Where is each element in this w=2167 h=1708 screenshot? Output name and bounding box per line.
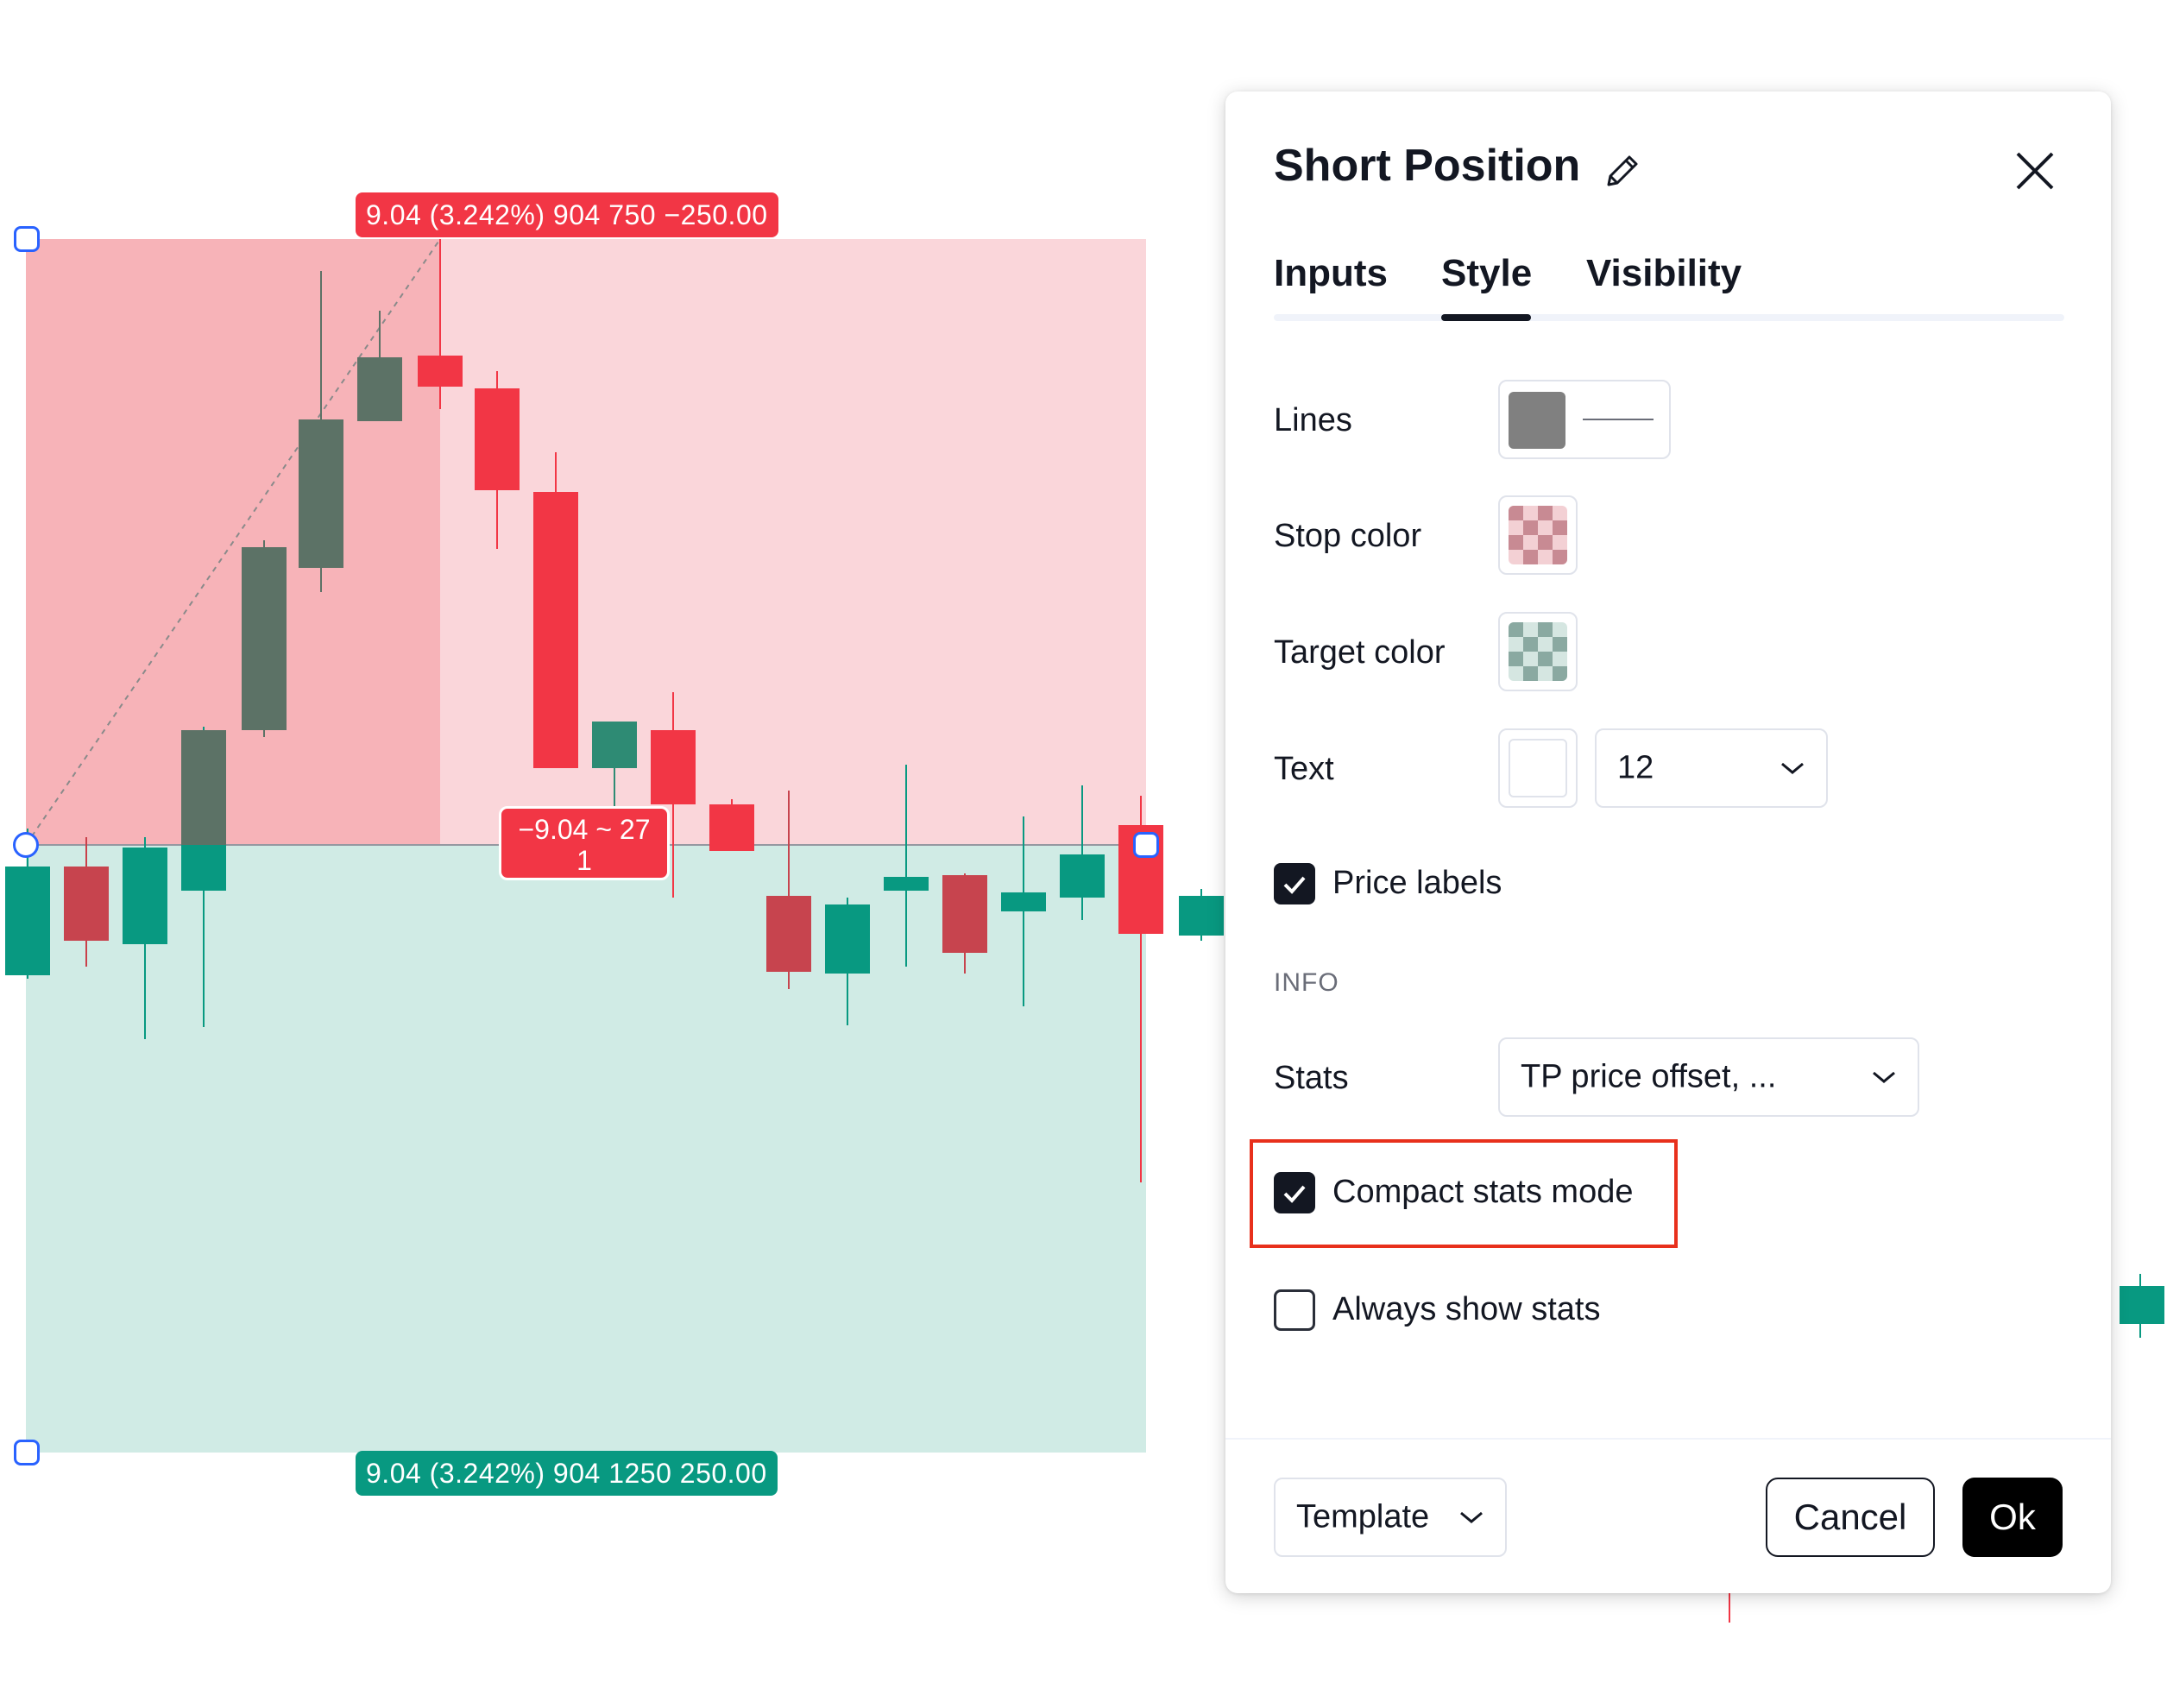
candle	[181, 845, 226, 891]
target-price-label: 9.04 (3.242%) 904 1250 250.00	[356, 1451, 778, 1496]
dialog-title: Short Position	[1274, 141, 1581, 191]
target-color-swatch	[1509, 622, 1567, 681]
candle	[766, 896, 811, 972]
target-color-button[interactable]	[1498, 612, 1578, 691]
stats-select[interactable]: TP price offset, ...	[1498, 1037, 1919, 1117]
footer-divider	[1225, 1438, 2111, 1440]
chevron-down-icon	[1873, 1071, 1895, 1083]
line-style-preview	[1583, 419, 1654, 420]
candle	[884, 877, 929, 891]
chevron-down-icon	[1781, 762, 1804, 774]
candle	[475, 388, 520, 490]
lines-style-button[interactable]	[1498, 380, 1671, 459]
checkmark-icon	[1283, 1185, 1306, 1203]
candle	[942, 875, 987, 953]
price-labels-checkbox[interactable]	[1274, 863, 1315, 904]
text-label: Text	[1274, 751, 1334, 787]
dialog-tabs: Inputs Style Visibility	[1274, 252, 2064, 323]
tab-inputs[interactable]: Inputs	[1274, 252, 1388, 294]
settings-dialog: Short Position Inputs Style Visibility L…	[1225, 91, 2111, 1593]
candle	[533, 492, 578, 768]
template-select[interactable]: Template	[1274, 1478, 1507, 1557]
active-tab-indicator	[1441, 314, 1531, 321]
lines-label: Lines	[1274, 402, 1352, 438]
info-heading: INFO	[1274, 968, 1339, 997]
compact-stats-label-text: Compact stats mode	[1332, 1174, 1634, 1210]
always-show-stats-label: Always show stats	[1332, 1291, 1601, 1327]
candle	[242, 547, 287, 730]
checkmark-icon	[1283, 876, 1306, 894]
candle	[709, 804, 754, 851]
cancel-button[interactable]: Cancel	[1766, 1478, 1935, 1557]
stats-label: Stats	[1274, 1060, 1349, 1096]
candle	[1001, 892, 1046, 911]
candle	[825, 904, 870, 974]
text-size-select[interactable]: 12	[1595, 728, 1828, 808]
candle	[1060, 854, 1105, 898]
candle	[2120, 1286, 2164, 1324]
stop-color-button[interactable]	[1498, 495, 1578, 575]
candle	[592, 722, 637, 768]
stop-price-label: 9.04 (3.242%) 904 750 −250.00	[356, 192, 778, 237]
candle	[1179, 896, 1224, 936]
tabs-track	[1274, 314, 2064, 321]
entry-handle[interactable]	[13, 832, 39, 858]
highlight-box	[1250, 1139, 1678, 1248]
tab-style[interactable]: Style	[1441, 252, 1533, 294]
candle	[299, 419, 343, 568]
ok-button[interactable]: Ok	[1962, 1478, 2063, 1557]
compact-stats-checkbox[interactable]	[1274, 1172, 1315, 1213]
candles	[5, 239, 2164, 1623]
close-icon[interactable]	[2007, 143, 2063, 199]
stop-color-label: Stop color	[1274, 518, 1422, 554]
text-size-value: 12	[1617, 749, 1654, 786]
candle	[357, 357, 402, 421]
tab-visibility[interactable]: Visibility	[1586, 252, 1742, 294]
compact-stats-line-1: −9.04 ~ 27	[518, 814, 651, 845]
stats-value: TP price offset, ...	[1521, 1058, 1777, 1095]
candle	[64, 867, 109, 941]
chevron-down-icon	[1460, 1511, 1483, 1523]
pencil-icon[interactable]	[1600, 148, 1645, 193]
candle	[651, 730, 696, 804]
trend-dotted-line	[25, 238, 441, 846]
candle	[5, 867, 50, 975]
stop-color-swatch	[1509, 506, 1567, 564]
template-label: Template	[1296, 1498, 1430, 1535]
always-show-stats-checkbox[interactable]	[1274, 1289, 1315, 1331]
price-labels-label: Price labels	[1332, 865, 1502, 901]
target-color-label: Target color	[1274, 634, 1446, 671]
candle	[123, 848, 167, 944]
right-edge-handle[interactable]	[1133, 832, 1159, 858]
target-handle[interactable]	[14, 1440, 40, 1465]
stop-handle[interactable]	[14, 226, 40, 252]
text-color-swatch	[1509, 739, 1567, 797]
text-color-button[interactable]	[1498, 728, 1578, 808]
lines-color-swatch	[1509, 392, 1565, 449]
candle	[418, 356, 463, 387]
compact-stats-label: −9.04 ~ 27 1	[499, 806, 670, 880]
compact-stats-line-2: 1	[576, 845, 592, 876]
